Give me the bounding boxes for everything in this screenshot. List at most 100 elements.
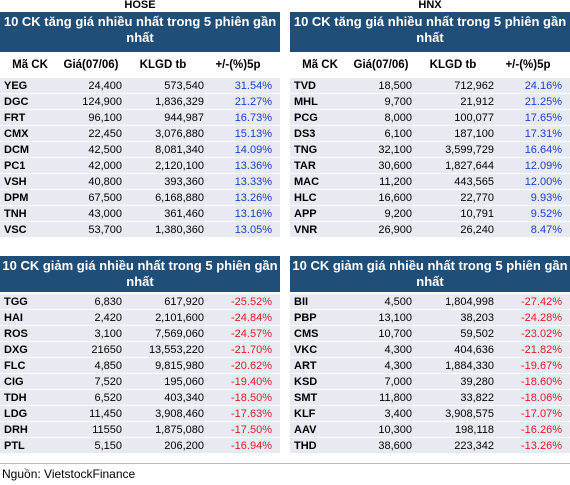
- source-note: Nguồn: VietstockFinance: [0, 463, 570, 485]
- table-row: DGC 124,900 1,836,329 21.27%: [0, 94, 280, 110]
- symbol-cell: KLF: [294, 407, 316, 420]
- table-body: YEG 24,400 573,540 31.54% DGC 124,900 1,836,32…: [0, 78, 280, 238]
- volume-cell: 187,100: [454, 127, 494, 140]
- volume-cell: 33,822: [460, 391, 494, 404]
- price-cell: 32,100: [378, 143, 412, 156]
- change-cell: -20.62%: [231, 359, 272, 372]
- table-row: BII 4,500 1,804,998 -27.42%: [290, 294, 570, 310]
- volume-cell: 3,908,460: [155, 407, 204, 420]
- column-header-price: Giá(07/06): [353, 59, 409, 71]
- change-cell: -19.67%: [521, 359, 562, 372]
- price-cell: 10,700: [378, 327, 412, 340]
- table-row: SMT 11,800 33,822 -18.06%: [290, 390, 570, 406]
- volume-cell: 10,791: [460, 207, 494, 220]
- table-row: AAV 10,300 198,118 -16.26%: [290, 422, 570, 438]
- table-row: HLC 16,600 22,770 9.93%: [290, 190, 570, 206]
- volume-cell: 6,168,880: [155, 191, 204, 204]
- symbol-cell: HAI: [4, 311, 23, 324]
- volume-cell: 443,565: [454, 175, 494, 188]
- price-cell: 11,800: [379, 391, 412, 404]
- price-cell: 22,450: [88, 127, 122, 140]
- change-cell: 9.52%: [530, 207, 562, 220]
- symbol-cell: DCM: [4, 143, 30, 156]
- symbol-cell: YEG: [4, 79, 28, 92]
- table-row: KSD 7,000 39,280 -18.60%: [290, 374, 570, 390]
- price-cell: 38,600: [378, 439, 412, 452]
- price-cell: 43,000: [88, 207, 122, 220]
- price-cell: 30,600: [378, 159, 412, 172]
- change-cell: 17.31%: [524, 127, 562, 140]
- price-cell: 40,800: [88, 175, 122, 188]
- table-title: 10 CK tăng giá nhiều nhất trong 5 phiên …: [290, 12, 570, 52]
- price-cell: 21650: [91, 343, 122, 356]
- price-cell: 3,400: [384, 407, 412, 420]
- table-title: 10 CK giảm giá nhiều nhất trong 5 phiên …: [290, 256, 570, 292]
- symbol-cell: MHL: [294, 95, 318, 108]
- symbol-cell: VSC: [4, 223, 27, 236]
- volume-cell: 13,553,220: [148, 343, 204, 356]
- change-cell: -17.50%: [231, 423, 272, 436]
- symbol-cell: TGG: [4, 295, 28, 308]
- change-cell: -24.28%: [521, 311, 562, 324]
- table-row: MAC 11,200 443,565 12.00%: [290, 174, 570, 190]
- change-cell: 12.09%: [524, 159, 562, 172]
- table-row: CMX 22,450 3,076,880 15.13%: [0, 126, 280, 142]
- volume-cell: 2,120,100: [155, 159, 204, 172]
- symbol-cell: BII: [294, 295, 309, 308]
- table-row: PTL 5,150 206,200 -16.94%: [0, 438, 280, 454]
- volume-cell: 3,908,575: [445, 407, 494, 420]
- symbol-cell: PTL: [4, 439, 25, 452]
- change-cell: 16.73%: [234, 111, 272, 124]
- change-cell: 16.64%: [524, 143, 562, 156]
- volume-cell: 100,077: [454, 111, 494, 124]
- price-cell: 53,700: [88, 223, 122, 236]
- change-cell: -24.57%: [231, 327, 272, 340]
- volume-cell: 8,081,340: [155, 143, 204, 156]
- column-header-symbol: Mã CK: [12, 59, 48, 71]
- volume-cell: 1,875,080: [155, 423, 204, 436]
- price-cell: 42,500: [88, 143, 122, 156]
- column-header-symbol: Mã CK: [302, 59, 338, 71]
- symbol-cell: LDG: [4, 407, 28, 420]
- change-cell: -17.63%: [231, 407, 272, 420]
- change-cell: 9.93%: [530, 191, 562, 204]
- price-cell: 4,300: [384, 343, 412, 356]
- table-row: ART 4,300 1,884,330 -19.67%: [290, 358, 570, 374]
- column-header-price: Giá(07/06): [63, 59, 119, 71]
- table-row: PCG 8,000 100,077 17.65%: [290, 110, 570, 126]
- volume-cell: 206,200: [164, 439, 204, 452]
- table-row: VKC 4,300 404,636 -21.82%: [290, 342, 570, 358]
- volume-cell: 9,815,980: [155, 359, 204, 372]
- table-row: CIG 7,520 195,060 -19.40%: [0, 374, 280, 390]
- table-row: FLC 4,850 9,815,980 -20.62%: [0, 358, 280, 374]
- price-cell: 3,100: [94, 327, 122, 340]
- column-header-volume: KLGD tb: [429, 59, 477, 71]
- change-cell: 13.33%: [234, 175, 272, 188]
- column-header-change: +/-(%)5p: [215, 59, 261, 71]
- symbol-cell: CMX: [4, 127, 29, 140]
- price-cell: 6,100: [384, 127, 412, 140]
- change-cell: 21.27%: [234, 95, 272, 108]
- change-cell: 12.00%: [524, 175, 562, 188]
- symbol-cell: THD: [294, 439, 317, 452]
- change-cell: 15.13%: [234, 127, 272, 140]
- symbol-cell: TDH: [4, 391, 27, 404]
- column-header-row: Mã CK Giá(07/06) KLGD tb +/-(%)5p: [0, 52, 280, 78]
- symbol-cell: TNH: [4, 207, 27, 220]
- table-row: DCM 42,500 8,081,340 14.09%: [0, 142, 280, 158]
- table-row: DXG 21650 13,553,220 -21.70%: [0, 342, 280, 358]
- change-cell: -18.06%: [521, 391, 562, 404]
- change-cell: -21.70%: [231, 343, 272, 356]
- hose-gainers-table: 10 CK tăng giá nhiều nhất trong 5 phiên …: [0, 12, 280, 238]
- volume-cell: 223,342: [454, 439, 494, 452]
- price-cell: 6,520: [94, 391, 122, 404]
- symbol-cell: MAC: [294, 175, 320, 188]
- change-cell: -27.42%: [521, 295, 562, 308]
- volume-cell: 22,770: [460, 191, 494, 204]
- price-cell: 24,400: [88, 79, 122, 92]
- symbol-cell: ART: [294, 359, 317, 372]
- hose-losers-table: 10 CK giảm giá nhiều nhất trong 5 phiên …: [0, 256, 280, 454]
- price-cell: 67,500: [88, 191, 122, 204]
- table-row: KLF 3,400 3,908,575 -17.07%: [290, 406, 570, 422]
- change-cell: -16.26%: [521, 423, 562, 436]
